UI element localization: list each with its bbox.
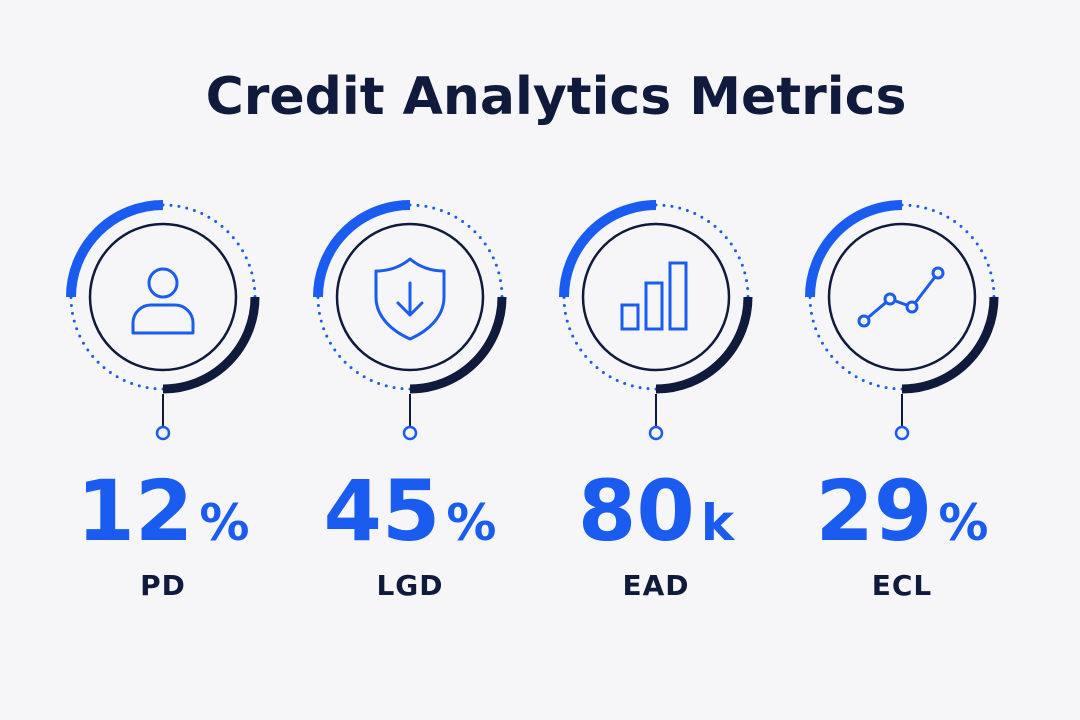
metric-label: EAD xyxy=(622,569,689,602)
ring-dots xyxy=(408,203,504,299)
ring-dots xyxy=(316,295,412,391)
ring-arc-blue xyxy=(66,200,164,298)
value-number: 45 xyxy=(323,462,440,560)
ring-arc-blue xyxy=(313,200,411,298)
connector-dot xyxy=(402,425,418,441)
metric-value: 29% xyxy=(815,462,988,560)
inner-circle xyxy=(581,222,731,372)
inner-circle xyxy=(827,222,977,372)
metric-card: 12 % PD xyxy=(66,200,260,602)
metric-label: ECL xyxy=(872,569,933,602)
value-unit: % xyxy=(938,494,988,552)
metric-card: 29 %ECL xyxy=(805,200,999,602)
connector-dot xyxy=(155,425,171,441)
icon-line xyxy=(863,272,940,323)
value-unit: % xyxy=(446,494,496,552)
value-number: 12 xyxy=(76,462,193,560)
icon-dot xyxy=(905,300,919,314)
ring-arc-blue xyxy=(559,200,657,298)
ring-arc-dark xyxy=(162,296,260,394)
metric-value: 80 k xyxy=(578,462,736,560)
value-number: 29 xyxy=(815,462,932,560)
icon-dot xyxy=(883,292,897,306)
value-number: 80 xyxy=(578,462,695,560)
ring-dots xyxy=(900,203,996,299)
ring-arc-dark xyxy=(901,296,999,394)
icon-body xyxy=(131,303,195,335)
metric-value: 12% xyxy=(76,462,249,560)
icon-shield xyxy=(374,257,446,341)
icon-bar xyxy=(668,261,688,331)
title: Credit Analytics Metrics xyxy=(206,67,907,127)
icon-head xyxy=(147,267,179,299)
ring-dots xyxy=(654,203,750,299)
icon-dot xyxy=(857,314,871,328)
icon-arrow xyxy=(396,281,424,317)
icon-bar xyxy=(620,303,640,331)
ring-dots xyxy=(562,295,658,391)
connector-dot xyxy=(648,425,664,441)
ring-dots xyxy=(69,295,165,391)
metric-label: LGD xyxy=(376,569,443,602)
ring-arc-dark xyxy=(655,296,753,394)
connector-dot xyxy=(894,425,910,441)
value-unit: % xyxy=(199,494,249,552)
ring-arc-dark xyxy=(409,296,507,394)
ring-arc-blue xyxy=(805,200,903,298)
inner-circle xyxy=(88,222,238,372)
ring-dots xyxy=(808,295,904,391)
value-unit: k xyxy=(701,494,736,552)
inner-circle xyxy=(335,222,485,372)
metric-label: PD xyxy=(140,569,186,602)
icon-bar xyxy=(644,281,664,331)
icon-dot xyxy=(931,266,945,280)
metric-card: 80 k EAD xyxy=(559,200,753,602)
ring-dots xyxy=(161,203,257,299)
metric-value: 45% xyxy=(323,462,496,560)
metric-card: 45 %LGD xyxy=(313,200,507,602)
